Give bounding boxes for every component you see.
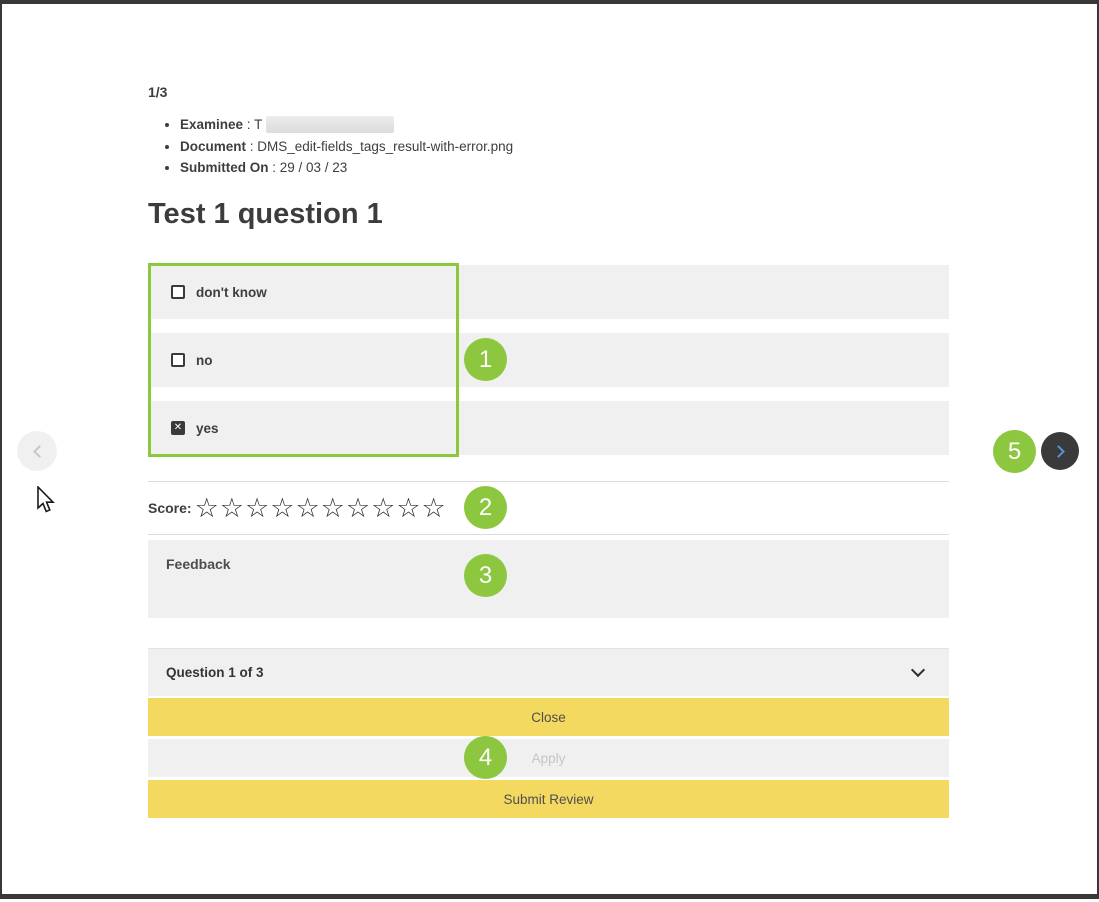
annotation-badge-5: 5 bbox=[993, 430, 1036, 473]
page-counter: 1/3 bbox=[148, 84, 168, 100]
meta-separator: : bbox=[268, 160, 280, 175]
chevron-left-icon bbox=[32, 444, 46, 458]
answer-option-dont-know[interactable]: ✕ don't know bbox=[148, 265, 949, 319]
option-label: don't know bbox=[196, 284, 267, 300]
window-frame-left bbox=[0, 0, 2, 899]
star-rating-1-icon[interactable]: ☆ bbox=[194, 492, 219, 524]
submission-meta-list: Examinee : T Document : DMS_edit-fields_… bbox=[148, 116, 513, 182]
chevron-right-icon bbox=[1051, 444, 1065, 458]
meta-separator: : bbox=[243, 117, 255, 132]
option-label: yes bbox=[196, 420, 219, 436]
annotation-badge-3: 3 bbox=[464, 554, 507, 597]
next-page-button[interactable] bbox=[1041, 432, 1079, 470]
star-rating-4-icon[interactable]: ☆ bbox=[270, 492, 295, 524]
annotation-badge-4: 4 bbox=[464, 736, 507, 779]
question-accordion-header[interactable]: Question 1 of 3 bbox=[148, 648, 949, 696]
feedback-placeholder: Feedback bbox=[166, 556, 231, 572]
star-rating-6-icon[interactable]: ☆ bbox=[320, 492, 345, 524]
apply-button[interactable]: Apply bbox=[148, 739, 949, 777]
window-frame-right bbox=[1097, 0, 1099, 899]
chevron-down-icon bbox=[910, 662, 926, 678]
close-button[interactable]: Close bbox=[148, 698, 949, 736]
feedback-textarea[interactable]: Feedback bbox=[148, 540, 949, 618]
answer-option-no[interactable]: ✕ no bbox=[148, 333, 949, 387]
checkbox-unchecked-icon[interactable]: ✕ bbox=[171, 285, 185, 299]
submit-review-button[interactable]: Submit Review bbox=[148, 780, 949, 818]
meta-examinee-value: T bbox=[254, 117, 263, 132]
meta-examinee-label: Examinee bbox=[180, 117, 244, 132]
star-rating-3-icon[interactable]: ☆ bbox=[245, 492, 270, 524]
previous-page-button[interactable] bbox=[17, 431, 57, 471]
star-rating-2-icon[interactable]: ☆ bbox=[219, 492, 245, 524]
window-frame-bottom bbox=[0, 894, 1099, 899]
mouse-cursor bbox=[37, 486, 55, 513]
page-title: Test 1 question 1 bbox=[148, 198, 383, 230]
meta-document-label: Document bbox=[180, 139, 247, 154]
meta-examinee: Examinee : T bbox=[180, 116, 513, 133]
star-rating-10-icon[interactable]: ☆ bbox=[421, 492, 446, 524]
score-label: Score: bbox=[148, 500, 192, 516]
score-row: Score: ☆ ☆ ☆ ☆ ☆ ☆ ☆ ☆ ☆ ☆ bbox=[148, 492, 447, 524]
divider bbox=[148, 534, 949, 535]
meta-submitted-on: Submitted On : 29 / 03 / 23 bbox=[180, 161, 513, 175]
option-label: no bbox=[196, 352, 213, 368]
star-rating-7-icon[interactable]: ☆ bbox=[345, 492, 371, 524]
star-rating-8-icon[interactable]: ☆ bbox=[371, 492, 396, 524]
redacted-examinee-name bbox=[265, 116, 394, 133]
question-accordion-label: Question 1 of 3 bbox=[166, 665, 264, 680]
meta-document-value: DMS_edit-fields_tags_result-with-error.p… bbox=[257, 139, 514, 154]
star-rating-9-icon[interactable]: ☆ bbox=[396, 492, 421, 524]
checkbox-unchecked-icon[interactable]: ✕ bbox=[171, 353, 185, 367]
divider bbox=[148, 481, 949, 482]
meta-separator: : bbox=[246, 139, 258, 154]
window-frame-top bbox=[0, 0, 1099, 4]
meta-submitted-on-label: Submitted On bbox=[180, 160, 269, 175]
check-x-glyph: ✕ bbox=[173, 422, 183, 433]
annotation-badge-1: 1 bbox=[464, 338, 507, 381]
star-rating-5-icon[interactable]: ☆ bbox=[295, 492, 320, 524]
meta-submitted-on-value: 29 / 03 / 23 bbox=[279, 160, 348, 175]
answer-option-yes[interactable]: ✕ yes bbox=[148, 401, 949, 455]
checkbox-checked-icon[interactable]: ✕ bbox=[171, 421, 185, 435]
meta-document: Document : DMS_edit-fields_tags_result-w… bbox=[180, 140, 513, 154]
annotation-badge-2: 2 bbox=[464, 486, 507, 529]
